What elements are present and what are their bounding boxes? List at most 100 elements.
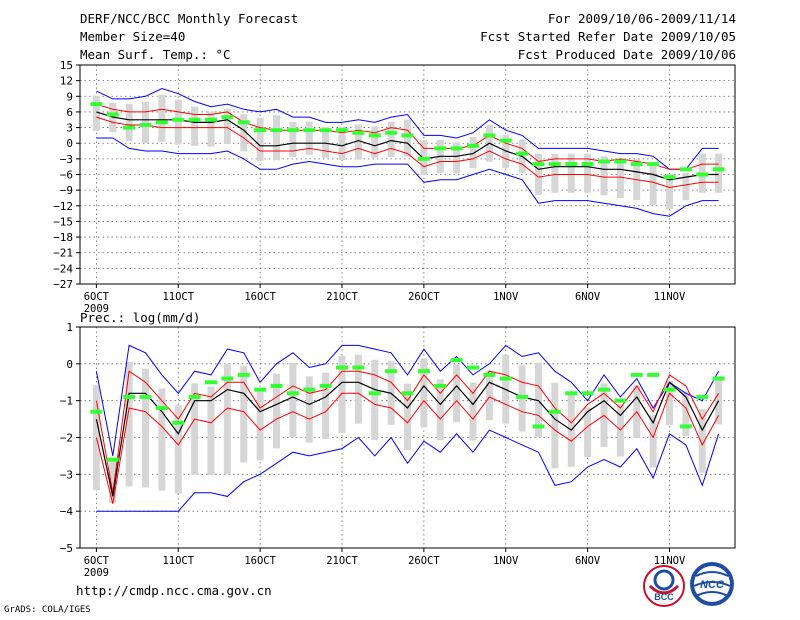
observed-marker xyxy=(106,457,119,462)
observed-marker xyxy=(254,387,267,392)
member-spread-box xyxy=(666,380,673,425)
member-spread-box xyxy=(485,370,493,421)
ncc-logo: NCC xyxy=(690,562,734,606)
member-spread-box xyxy=(387,121,395,158)
member-spread-box xyxy=(174,405,182,494)
observed-marker xyxy=(516,394,529,399)
observed-marker xyxy=(565,162,578,167)
y-tick-label: −21 xyxy=(53,247,73,260)
member-spread-box xyxy=(92,95,100,131)
observed-marker xyxy=(434,146,447,151)
source-url[interactable]: http://cmdp.ncc.cma.gov.cn xyxy=(76,583,272,598)
x-tick-label: 26OCT xyxy=(408,291,440,303)
member-spread-box xyxy=(109,461,117,503)
member-spread-box xyxy=(682,172,690,201)
member-spread-box xyxy=(551,382,559,469)
observed-marker xyxy=(696,394,709,399)
observed-marker xyxy=(532,424,545,429)
member-spread-box xyxy=(273,115,280,161)
observed-marker xyxy=(139,394,152,399)
series-line-mean xyxy=(95,381,720,497)
observed-marker xyxy=(270,128,283,133)
variable-label: Mean Surf. Temp.: °C xyxy=(80,47,231,62)
observed-marker xyxy=(270,383,283,388)
member-spread-box xyxy=(322,126,330,158)
y-tick-label: 1 xyxy=(66,321,73,334)
x-tick-label: 11NOV xyxy=(654,555,686,567)
observed-marker xyxy=(467,365,479,370)
x-tick-label: 11OCT xyxy=(162,291,194,303)
series-line-max xyxy=(95,344,720,456)
member-spread-box xyxy=(142,101,149,143)
y-tick-label: 6 xyxy=(66,106,73,119)
observed-marker xyxy=(368,133,381,138)
x-tick-label: 11OCT xyxy=(162,555,194,567)
member-spread-box xyxy=(469,382,477,441)
member-spread-box xyxy=(682,391,690,437)
observed-marker xyxy=(679,424,692,429)
x-tick-label: 16OCT xyxy=(244,291,276,303)
observed-marker xyxy=(417,369,430,374)
observed-marker xyxy=(385,130,398,135)
member-spread-box xyxy=(240,365,248,463)
member-spread-box xyxy=(420,358,428,428)
y-tick-label: 15 xyxy=(60,59,73,72)
member-spread-box xyxy=(404,383,411,451)
bcc-logo: BCC xyxy=(643,565,685,607)
observed-marker xyxy=(205,380,217,385)
observed-marker xyxy=(90,102,103,107)
member-spread-box xyxy=(371,359,379,440)
observed-marker xyxy=(336,365,348,370)
observed-marker xyxy=(123,125,136,130)
member-spread-box xyxy=(158,94,166,142)
precip-panel-title: Prec.: log(mm/d) xyxy=(80,310,200,325)
series-line-max xyxy=(96,87,719,170)
observed-marker xyxy=(483,133,496,138)
member-spread-box xyxy=(698,409,706,473)
observed-marker xyxy=(254,128,267,133)
observed-marker xyxy=(401,133,414,138)
observed-marker xyxy=(385,369,398,374)
observed-marker xyxy=(712,376,725,381)
x-tick-label: 21OCT xyxy=(326,555,358,567)
member-spread-box xyxy=(567,153,575,193)
member-spread-box xyxy=(223,363,231,475)
member-spread-box xyxy=(649,415,657,468)
observed-marker xyxy=(450,146,463,151)
observed-marker xyxy=(696,172,709,177)
x-tick-label: 21OCT xyxy=(326,291,358,303)
observed-marker xyxy=(172,420,185,425)
y-tick-label: −3 xyxy=(60,468,73,481)
observed-marker xyxy=(303,128,316,133)
member-spread-box xyxy=(551,153,559,193)
member-spread-box xyxy=(338,126,346,161)
grads-credit: GrADS: COLA/IGES xyxy=(4,605,91,615)
member-spread-box xyxy=(158,388,166,491)
observed-marker xyxy=(237,372,250,377)
observed-marker xyxy=(188,117,201,122)
logos: BCC NCC xyxy=(643,562,734,607)
observed-marker xyxy=(286,128,299,133)
observed-marker xyxy=(679,167,692,172)
x-tick-label: 11NOV xyxy=(654,291,686,303)
observed-marker xyxy=(663,175,676,180)
x-tick-label: 16OCT xyxy=(244,555,276,567)
x-tick-label: 6NOV xyxy=(575,291,601,303)
observed-marker xyxy=(172,117,185,122)
member-spread-box xyxy=(338,355,346,434)
series-line-min xyxy=(96,137,719,217)
member-spread-box xyxy=(207,386,215,476)
y-tick-label: 9 xyxy=(66,90,73,103)
observed-marker xyxy=(188,394,201,399)
observed-marker xyxy=(417,156,430,161)
temperature-panel: 15 12 9 6 3 0 −3 −6 −9 −12 −15 −18 −21 −24 −27 6OCT 11OC… xyxy=(53,59,736,315)
member-spread-box xyxy=(125,103,133,141)
observed-marker xyxy=(647,372,660,377)
observed-marker xyxy=(614,159,627,164)
observed-marker xyxy=(499,138,512,143)
y-tick-label: −1 xyxy=(60,395,73,408)
member-spread-box xyxy=(125,361,133,487)
member-spread-box xyxy=(305,121,313,155)
observed-marker xyxy=(286,391,299,396)
y-tick-label: −5 xyxy=(60,542,73,555)
